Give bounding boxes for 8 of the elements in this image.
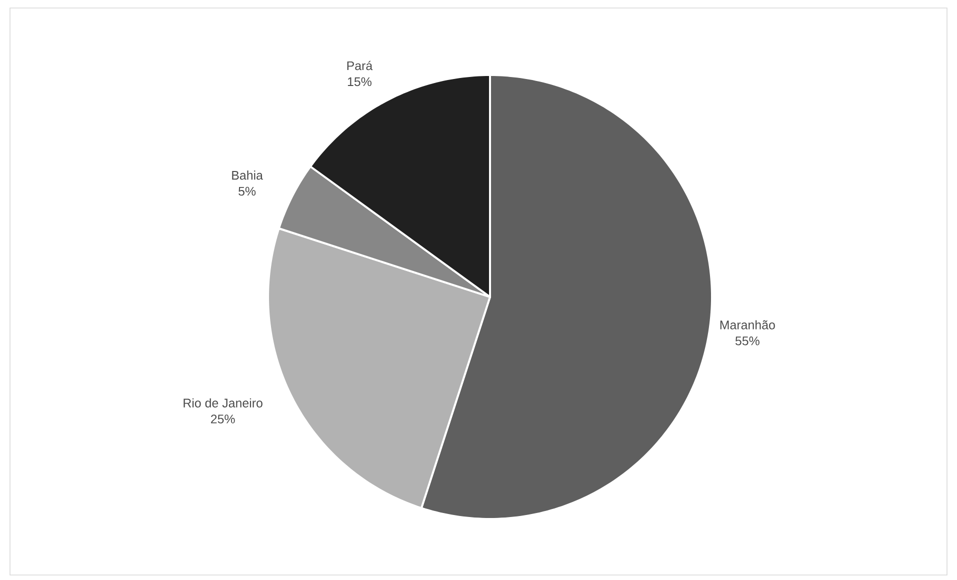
data-label: 55% [735, 336, 760, 346]
data-label: 25% [210, 414, 235, 424]
slice-label: Rio de Janeiro [184, 398, 262, 408]
slice-label: Maranhão [720, 320, 775, 330]
slice-label: Bahia [232, 170, 263, 180]
data-label: 15% [348, 77, 372, 86]
data-label: 5% [238, 186, 256, 196]
slice-label: Pará [347, 60, 373, 70]
